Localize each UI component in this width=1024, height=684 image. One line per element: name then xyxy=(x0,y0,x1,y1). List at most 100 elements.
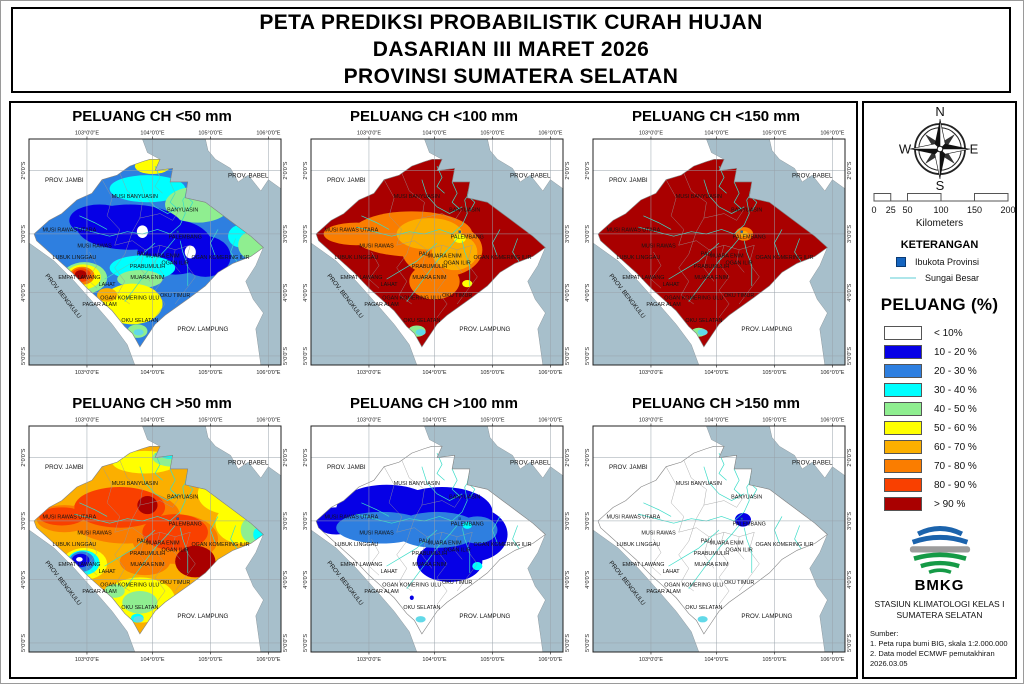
svg-text:105°0'0"E: 105°0'0"E xyxy=(198,657,222,663)
svg-text:OGAN KOMERING ILIR: OGAN KOMERING ILIR xyxy=(191,255,249,261)
svg-text:104°0'0"E: 104°0'0"E xyxy=(140,131,164,137)
panel-title-ch-gt-50: PELUANG CH >50 mm xyxy=(72,395,232,412)
legend-range-label: 40 - 50 % xyxy=(934,403,977,415)
svg-text:OKU TIMUR: OKU TIMUR xyxy=(442,580,472,586)
svg-text:OKU TIMUR: OKU TIMUR xyxy=(160,293,190,299)
svg-text:5°0'0"S: 5°0'0"S xyxy=(283,634,289,652)
svg-text:103°0'0"E: 103°0'0"E xyxy=(75,418,99,424)
svg-text:OKU SELATAN: OKU SELATAN xyxy=(685,318,722,324)
svg-text:MUARA ENIM: MUARA ENIM xyxy=(145,541,180,547)
svg-text:PROV. BABEL: PROV. BABEL xyxy=(510,459,551,466)
svg-text:OGAN KOMERING ILIR: OGAN KOMERING ILIR xyxy=(473,255,531,261)
svg-text:106°0'0"E: 106°0'0"E xyxy=(538,370,562,376)
peluang-legend-row: 30 - 40 % xyxy=(884,382,977,398)
keterangan-title: KETERANGAN xyxy=(900,239,979,251)
svg-text:MUARA ENIM: MUARA ENIM xyxy=(412,562,447,568)
legend-range-label: 70 - 80 % xyxy=(934,460,977,472)
svg-text:BANYUASIN: BANYUASIN xyxy=(449,494,480,500)
svg-text:5°0'0"S: 5°0'0"S xyxy=(565,634,571,652)
svg-text:104°0'0"E: 104°0'0"E xyxy=(704,657,728,663)
svg-text:MUSI RAWAS: MUSI RAWAS xyxy=(359,530,394,536)
svg-text:106°0'0"E: 106°0'0"E xyxy=(820,418,844,424)
river-line-icon xyxy=(890,277,916,279)
scale-tick-label: 0 xyxy=(871,205,877,215)
svg-text:OKU SELATAN: OKU SELATAN xyxy=(403,318,440,324)
svg-text:103°0'0"E: 103°0'0"E xyxy=(639,418,663,424)
svg-text:OGAN KOMERING ULU: OGAN KOMERING ULU xyxy=(100,582,159,588)
svg-text:MUARA ENIM: MUARA ENIM xyxy=(694,562,729,568)
source-note-line: 1. Peta rupa bumi BIG, skala 1:2.000.000 xyxy=(870,639,1008,649)
svg-text:103°0'0"E: 103°0'0"E xyxy=(357,131,381,137)
svg-text:PRABUMULIH: PRABUMULIH xyxy=(130,551,165,557)
svg-text:PALI: PALI xyxy=(701,251,712,257)
svg-text:PALI: PALI xyxy=(137,251,148,257)
legend-range-label: 20 - 30 % xyxy=(934,365,977,377)
svg-text:EMPAT LAWANG: EMPAT LAWANG xyxy=(622,275,664,281)
svg-text:105°0'0"E: 105°0'0"E xyxy=(480,370,504,376)
svg-text:MUARA ENIM: MUARA ENIM xyxy=(145,254,180,260)
svg-text:4°0'0"S: 4°0'0"S xyxy=(283,283,289,301)
svg-text:LUBUK LINGGAU: LUBUK LINGGAU xyxy=(334,255,378,261)
svg-text:LUBUK LINGGAU: LUBUK LINGGAU xyxy=(52,255,96,261)
svg-text:4°0'0"S: 4°0'0"S xyxy=(565,283,571,301)
svg-text:5°0'0"S: 5°0'0"S xyxy=(585,634,591,652)
legend-range-label: 50 - 60 % xyxy=(934,422,977,434)
legend-swatch-icon xyxy=(884,459,922,473)
legend-swatch-icon xyxy=(884,364,922,378)
svg-text:OGAN KOMERING ULU: OGAN KOMERING ULU xyxy=(382,295,441,301)
svg-text:4°0'0"S: 4°0'0"S xyxy=(585,570,591,588)
svg-text:103°0'0"E: 103°0'0"E xyxy=(357,418,381,424)
svg-text:2°0'0"S: 2°0'0"S xyxy=(21,448,27,466)
source-note-line: 2. Data model ECMWF pemutakhiran xyxy=(870,649,995,659)
svg-text:105°0'0"E: 105°0'0"E xyxy=(198,418,222,424)
svg-text:LAHAT: LAHAT xyxy=(381,569,399,575)
legend-swatch-icon xyxy=(884,440,922,454)
legend-swatch-icon xyxy=(884,345,922,359)
svg-text:105°0'0"E: 105°0'0"E xyxy=(762,418,786,424)
svg-text:MUSI BANYUASIN: MUSI BANYUASIN xyxy=(112,194,158,200)
svg-text:MUARA ENIM: MUARA ENIM xyxy=(709,254,744,260)
svg-text:106°0'0"E: 106°0'0"E xyxy=(256,370,280,376)
svg-text:4°0'0"S: 4°0'0"S xyxy=(303,283,309,301)
svg-text:PALI: PALI xyxy=(137,538,148,544)
source-note-line: 2026.03.05 xyxy=(870,659,908,669)
svg-text:BANYUASIN: BANYUASIN xyxy=(731,207,762,213)
scale-bar-unit: Kilometers xyxy=(915,218,964,229)
svg-text:5°0'0"S: 5°0'0"S xyxy=(847,634,853,652)
svg-text:BANYUASIN: BANYUASIN xyxy=(167,494,198,500)
svg-text:103°0'0"E: 103°0'0"E xyxy=(75,657,99,663)
svg-text:MUSI BANYUASIN: MUSI BANYUASIN xyxy=(394,481,440,487)
svg-text:OKU TIMUR: OKU TIMUR xyxy=(724,293,754,299)
svg-text:103°0'0"E: 103°0'0"E xyxy=(75,131,99,137)
svg-text:PRABUMULIH: PRABUMULIH xyxy=(412,551,447,557)
svg-text:PALI: PALI xyxy=(419,538,430,544)
legend-swatch-icon xyxy=(884,402,922,416)
svg-text:EMPAT LAWANG: EMPAT LAWANG xyxy=(58,275,100,281)
svg-text:PROV. BABEL: PROV. BABEL xyxy=(792,172,833,179)
svg-text:2°0'0"S: 2°0'0"S xyxy=(847,448,853,466)
svg-text:3°0'0"S: 3°0'0"S xyxy=(565,512,571,530)
svg-text:PROV. BABEL: PROV. BABEL xyxy=(228,172,269,179)
svg-text:MUARA ENIM: MUARA ENIM xyxy=(709,541,744,547)
svg-text:MUSI BANYUASIN: MUSI BANYUASIN xyxy=(676,481,722,487)
svg-text:OGAN ILIR: OGAN ILIR xyxy=(726,547,753,553)
scale-tick-label: 150 xyxy=(966,205,983,215)
svg-text:PROV. JAMBI: PROV. JAMBI xyxy=(327,177,366,184)
svg-text:106°0'0"E: 106°0'0"E xyxy=(820,657,844,663)
svg-text:MUARA ENIM: MUARA ENIM xyxy=(130,562,165,568)
legend-range-label: > 90 % xyxy=(934,498,966,510)
svg-text:2°0'0"S: 2°0'0"S xyxy=(283,161,289,179)
svg-text:LAHAT: LAHAT xyxy=(381,282,399,288)
svg-text:PALEMBANG: PALEMBANG xyxy=(733,234,766,240)
svg-text:OKU SELATAN: OKU SELATAN xyxy=(403,605,440,611)
legend-swatch-icon xyxy=(884,497,922,511)
svg-text:4°0'0"S: 4°0'0"S xyxy=(847,570,853,588)
svg-text:104°0'0"E: 104°0'0"E xyxy=(422,657,446,663)
page-title-line2: DASARIAN III MARET 2026 xyxy=(372,37,650,61)
peluang-legend-row: 40 - 50 % xyxy=(884,401,977,417)
compass-n-label: N xyxy=(935,107,944,119)
peluang-legend-row: 60 - 70 % xyxy=(884,439,977,455)
svg-text:MUSI RAWAS UTARA: MUSI RAWAS UTARA xyxy=(42,515,96,521)
peluang-legend-row: 80 - 90 % xyxy=(884,477,977,493)
svg-text:OGAN ILIR: OGAN ILIR xyxy=(444,260,471,266)
